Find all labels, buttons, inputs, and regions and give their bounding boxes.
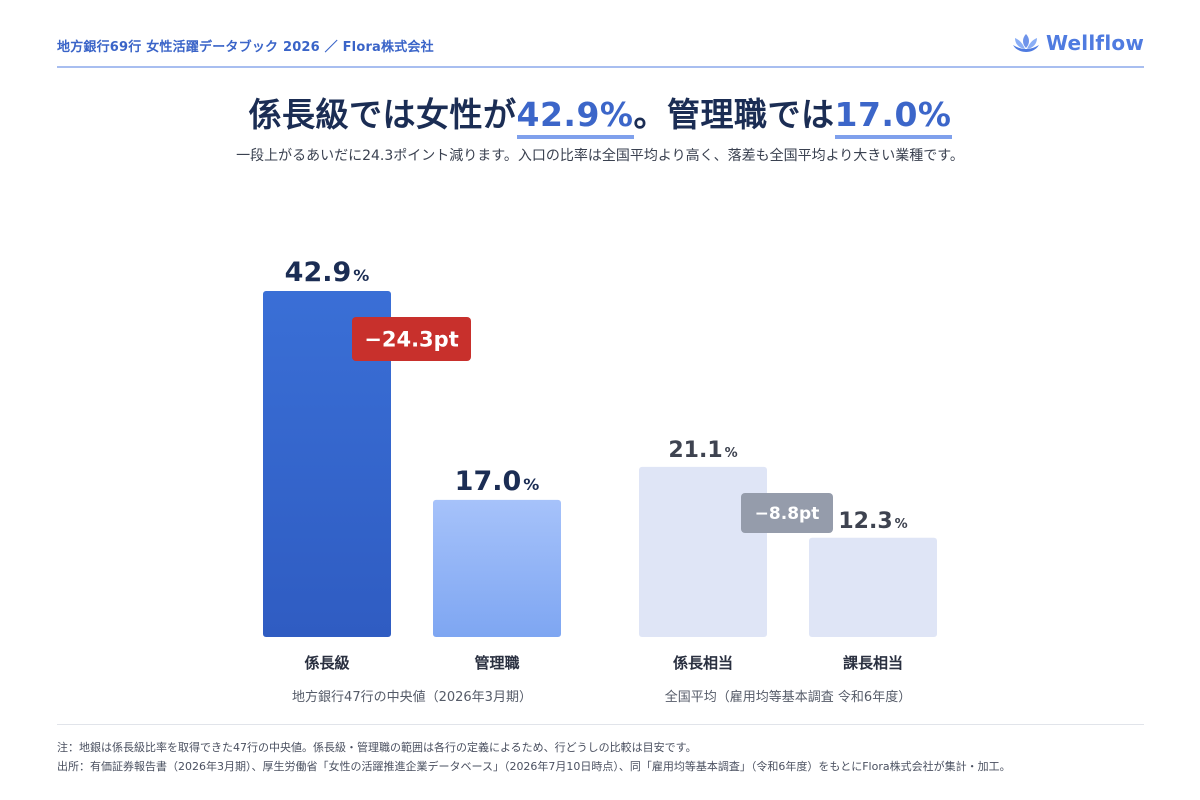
category-label-係長級: 係長級 [304,654,349,672]
gap-badge-0 [352,317,471,361]
headline: 係長級では女性が42.9%。管理職では17.0% [0,88,1200,139]
gap-badge-label-1: −8.8pt [755,504,820,524]
header-divider [57,66,1144,68]
group-label-1: 全国平均（雇用均等基本調査 令和6年度） [665,689,911,705]
footnotes: 注：地銀は係長級比率を取得できた47行の中央値。係長級・管理職の範囲は各行の定義… [57,738,1011,776]
lotus-icon [1013,34,1039,52]
category-label-課長相当: 課長相当 [843,654,903,672]
headline-part2: 。管理職では [633,95,835,134]
footnote-divider [57,724,1144,725]
report-source-title: 地方銀行69行 女性活躍データブック 2026 ／ Flora株式会社 [57,40,434,55]
footnote-note: 注：地銀は係長級比率を取得できた47行の中央値。係長級・管理職の範囲は各行の定義… [57,741,697,754]
group-label-0: 地方銀行47行の中央値（2026年3月期） [292,689,532,705]
value-label-係長級: 42.9% [285,257,370,288]
headline-part1: 係長級では女性が [248,95,517,134]
brand-logo: Wellflow [1012,31,1144,55]
bar-課長相当 [809,537,937,637]
category-label-管理職: 管理職 [474,654,519,672]
value-label-管理職: 17.0% [455,466,540,497]
bar-係長相当 [639,466,767,637]
gap-badge-1 [741,493,833,533]
value-label-課長相当: 12.3% [838,509,907,534]
value-label-係長相当: 21.1% [668,438,737,463]
brand-name: Wellflow [1046,31,1144,55]
bar-管理職 [433,499,561,637]
subtitle: 一段上がるあいだに24.3ポイント減ります。入口の比率は全国平均より高く、落差も… [236,148,964,164]
gap-badge-label-0: −24.3pt [364,328,458,352]
headline-value1: 42.9% [516,95,634,139]
footnote-source: 出所：有価証券報告書（2026年3月期）、厚生労働省「女性の活躍推進企業データベ… [57,760,1011,773]
headline-value2: 17.0% [834,95,952,139]
category-label-係長相当: 係長相当 [673,654,733,672]
bar-係長級 [263,291,391,637]
